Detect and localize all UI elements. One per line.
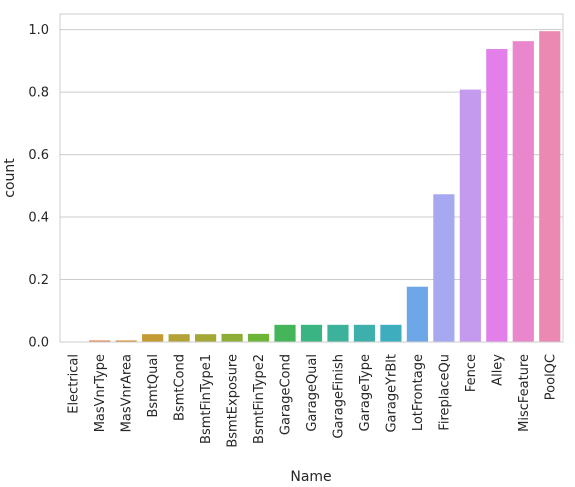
x-tick-label: MasVnrType <box>93 354 108 432</box>
x-tick-label: BsmtFinType1 <box>199 354 214 444</box>
bar-bsmtfintype1 <box>195 334 217 342</box>
x-tick-label: BsmtQual <box>146 354 161 418</box>
bar-bsmtexposure <box>221 333 243 342</box>
bar-bsmtcond <box>168 334 190 342</box>
bar-garagecond <box>274 324 296 342</box>
bar-garagequal <box>300 324 323 342</box>
bar-masvnrtype <box>89 340 111 342</box>
x-tick-label: FireplaceQu <box>437 354 452 431</box>
bar-fireplacequ <box>433 194 455 342</box>
x-tick-label: MiscFeature <box>517 354 532 432</box>
y-tick-label: 0.0 <box>28 336 49 351</box>
y-axis-label: count <box>2 158 18 198</box>
bar-poolqc <box>539 31 561 343</box>
x-tick-label: GarageFinish <box>331 354 346 439</box>
x-tick-label: GarageQual <box>305 354 320 432</box>
y-tick-label: 0.2 <box>28 273 49 288</box>
y-tick-label: 1.0 <box>28 23 49 38</box>
x-tick-label: PoolQC <box>543 354 558 400</box>
bar-miscfeature <box>512 41 534 342</box>
x-tick-label: Alley <box>490 354 505 386</box>
x-tick-label: Fence <box>464 354 479 392</box>
bar-masvnrarea <box>115 340 137 342</box>
x-tick-label: BsmtExposure <box>226 354 241 448</box>
x-axis-label: Name <box>290 469 331 485</box>
x-tick-label: GarageYrBlt <box>384 354 399 433</box>
bar-fence <box>459 89 481 342</box>
bar-garagetype <box>353 324 376 342</box>
y-tick-label: 0.6 <box>28 148 49 163</box>
y-tick-label: 0.4 <box>28 211 49 226</box>
x-tick-label: BsmtFinType2 <box>252 354 267 444</box>
bar-bsmtfintype2 <box>247 333 270 342</box>
bar-alley <box>486 48 508 343</box>
y-tick-label: 0.8 <box>28 86 49 101</box>
x-tick-label: LotFrontage <box>411 354 426 431</box>
y-tick-labels: 0.0 0.2 0.4 0.6 0.8 1.0 <box>28 23 49 350</box>
bar-garagefinish <box>327 324 349 342</box>
x-tick-labels: Electrical MasVnrType MasVnrArea BsmtQual Bs… <box>67 354 559 448</box>
bar-garageyrblt <box>380 324 402 342</box>
plot-frame <box>59 13 564 343</box>
x-tick-label: BsmtCond <box>173 354 188 421</box>
bar-bsmtqual <box>142 334 164 342</box>
bar-lotfrontage <box>406 286 428 342</box>
x-tick-label: Electrical <box>67 354 82 414</box>
bars <box>62 31 561 343</box>
x-tick-label: MasVnrArea <box>120 354 135 432</box>
x-tick-label: GarageCond <box>279 354 294 435</box>
x-tick-label: GarageType <box>358 354 373 431</box>
